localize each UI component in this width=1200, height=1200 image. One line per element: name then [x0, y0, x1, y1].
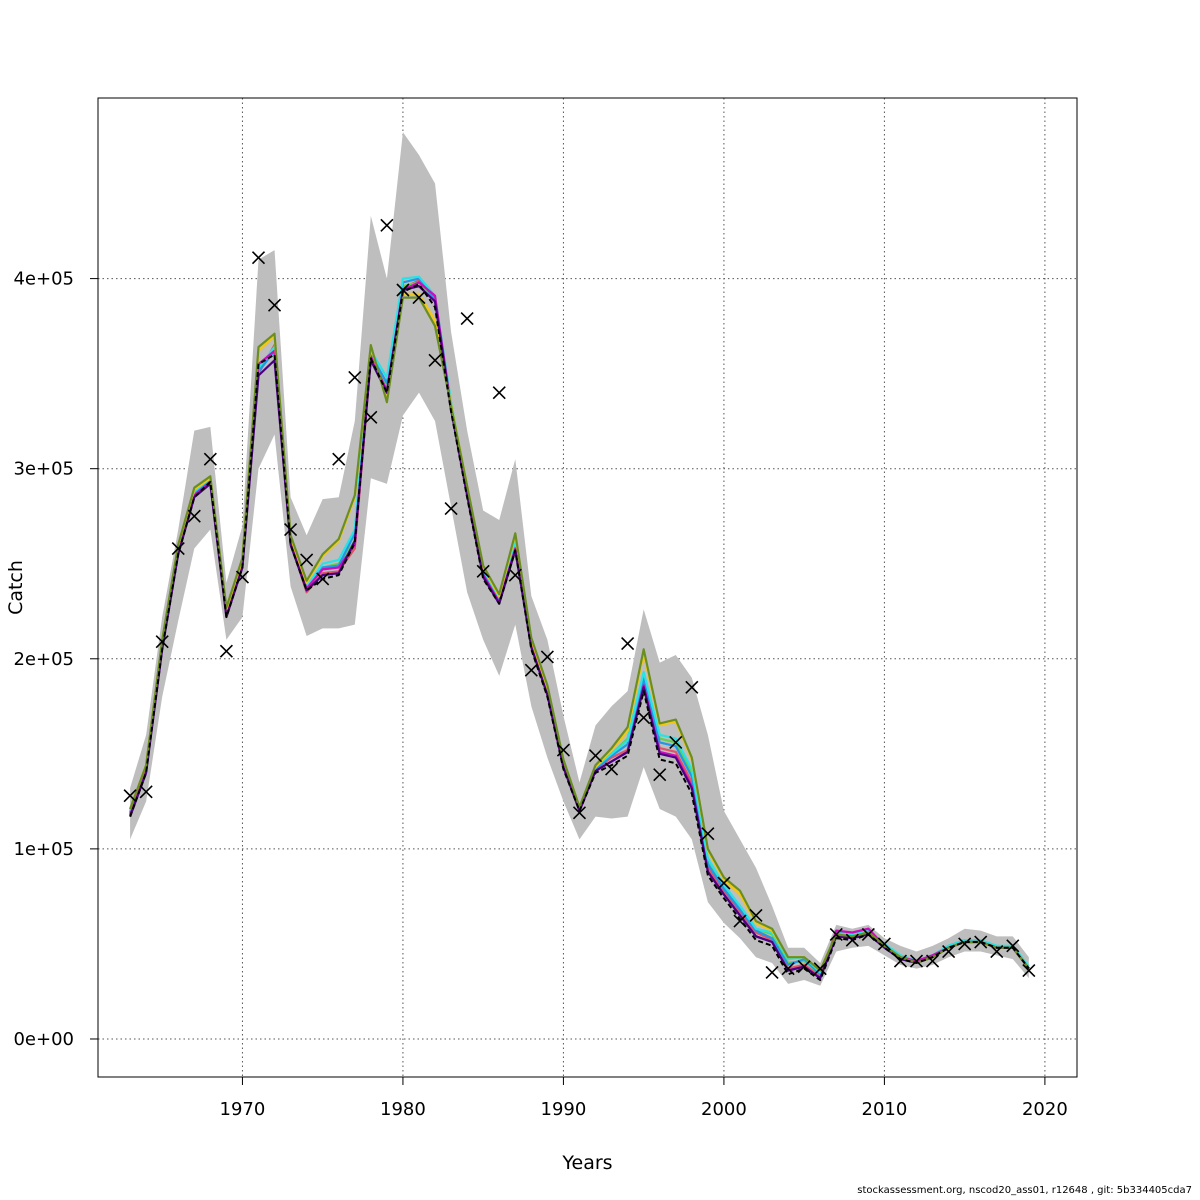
observed-catch-point — [412, 291, 426, 305]
observed-catch-point — [974, 935, 988, 949]
observed-catch-point — [1006, 939, 1020, 953]
observed-catch-point — [958, 937, 972, 951]
series-line — [129, 296, 1030, 972]
observed-catch-point — [171, 541, 185, 556]
observed-catch-point — [797, 960, 811, 974]
observed-catch-point — [139, 785, 153, 799]
observed-catch-point — [396, 283, 410, 297]
x-tick-label: 2020 — [1022, 1099, 1068, 1120]
footer-note: stockassessment.org, nscod20_ass01, r126… — [857, 1185, 1192, 1196]
x-tick-label: 2000 — [701, 1099, 747, 1120]
confidence-band-area — [130, 132, 1029, 986]
observed-catch-point — [829, 927, 843, 941]
observed-catch-point — [605, 762, 619, 776]
x-tick-label: 1970 — [220, 1099, 266, 1120]
y-axis-label: Catch — [5, 560, 27, 615]
observed-catch-point — [733, 914, 747, 928]
observed-catch-point — [1022, 963, 1036, 978]
plot-frame — [97, 97, 1078, 1078]
observed-catch-point — [669, 735, 683, 749]
observed-catch-point — [556, 743, 570, 757]
y-tick-label: 3e+05 — [13, 459, 74, 480]
observed-catch-point — [492, 386, 506, 400]
observed-catch-point — [235, 570, 250, 584]
observed-catch-point — [588, 749, 603, 763]
observed-catch-point — [813, 962, 827, 976]
observed-catch-point — [444, 502, 458, 516]
observed-catch-point — [845, 933, 859, 947]
x-axis-label: Years — [561, 1152, 612, 1174]
observed-catch-point — [203, 452, 217, 466]
confidence-band — [130, 132, 1029, 986]
observed-catch-point — [877, 937, 891, 951]
observed-catch-point — [364, 410, 378, 424]
series-line — [129, 283, 1030, 982]
observed-catch-point — [476, 564, 490, 578]
observed-catch-point — [701, 827, 715, 841]
observed-catch-point — [219, 644, 233, 658]
observed-catch-point — [123, 789, 137, 803]
observed-catch-point — [685, 680, 699, 694]
observed-catch-point — [267, 298, 282, 312]
observed-catch-point — [251, 251, 266, 265]
y-tick-label: 4e+05 — [13, 269, 74, 290]
observed-catch-point — [428, 353, 442, 367]
observed-catch-point — [717, 876, 731, 890]
observed-catch-point — [909, 954, 924, 968]
observed-catch-point — [380, 218, 394, 232]
x-tick-label: 2010 — [862, 1099, 908, 1120]
observed-catch-point — [540, 650, 554, 664]
observed-catch-point — [990, 944, 1004, 959]
observed-catch-point — [621, 637, 635, 651]
observed-catch-point — [348, 370, 362, 385]
observed-catch-point — [637, 711, 651, 725]
observed-catch-point — [653, 768, 667, 782]
y-tick-label: 1e+05 — [13, 839, 74, 860]
observed-catch-point — [300, 553, 314, 567]
observed-catch-point — [155, 635, 169, 649]
observed-catch-point — [187, 509, 201, 523]
x-tick-label: 1990 — [541, 1099, 587, 1120]
observed-catch-point — [572, 806, 587, 820]
observed-catch-point — [332, 452, 346, 466]
observed-catch-point — [460, 311, 474, 326]
observed-catch-point — [861, 927, 875, 941]
observed-catch-point — [942, 944, 956, 959]
observed-catch-point — [765, 965, 779, 980]
observed-catch-point — [284, 522, 298, 537]
observed-catch-point — [781, 962, 795, 976]
x-tick-label: 1980 — [380, 1099, 426, 1120]
observed-catch-point — [925, 954, 940, 968]
observed-catch-points — [123, 218, 1036, 980]
observed-catch-point — [524, 663, 538, 677]
observed-catch-point — [508, 568, 522, 582]
y-axis: 0e+00 1e+05 2e+05 3e+05 4e+05 — [13, 269, 98, 1050]
observed-catch-point — [316, 572, 330, 586]
x-axis: 1970 1980 1990 2000 2010 2020 — [220, 1077, 1068, 1120]
observed-catch-point — [893, 954, 908, 968]
y-tick-label: 2e+05 — [13, 649, 74, 670]
y-tick-label: 0e+00 — [13, 1029, 74, 1050]
observed-catch-point — [749, 908, 763, 922]
